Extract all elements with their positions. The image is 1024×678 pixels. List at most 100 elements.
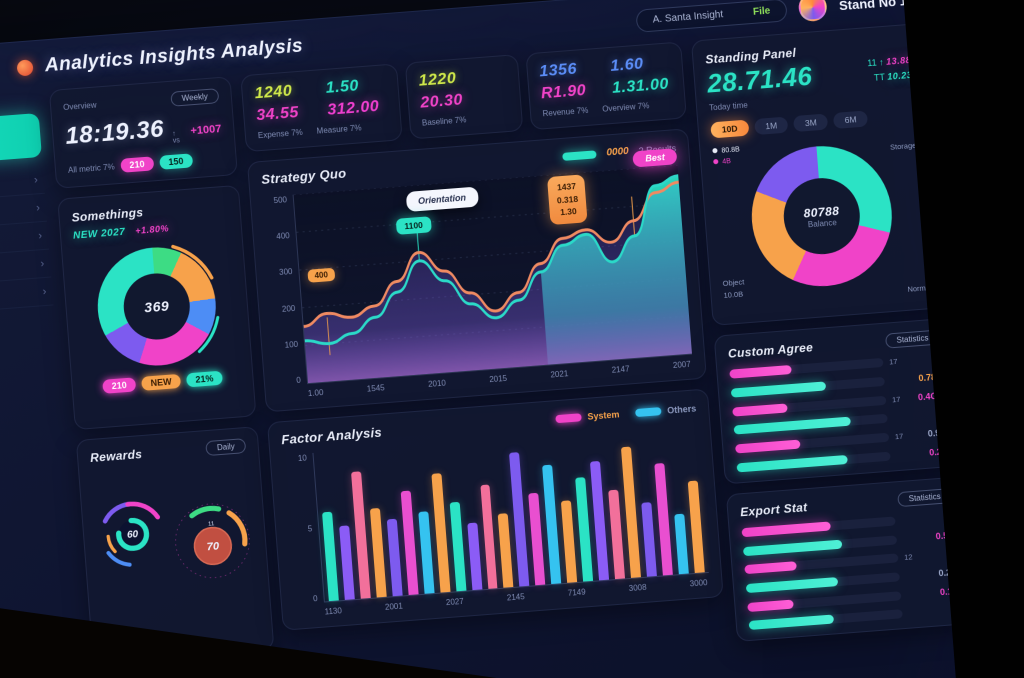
custom-title: Custom Agree xyxy=(727,339,814,361)
standing-donut-chart: 80.8B 4B 80788 Balance Storage n. Normal … xyxy=(712,130,936,314)
kpi-value: 1.31.00 xyxy=(611,75,670,97)
factor-chart-panel: Factor Analysis System Others 10 5 0 1130 20… xyxy=(266,388,724,631)
legend-item: Others xyxy=(634,402,697,418)
axis-tick: 10 xyxy=(297,453,308,464)
progress-fill xyxy=(742,539,842,556)
legend-swatch xyxy=(562,149,597,161)
progress-fill xyxy=(735,439,801,453)
gauge-right-tick: 11 xyxy=(208,521,215,527)
factor-title: Factor Analysis xyxy=(280,424,383,448)
bar xyxy=(528,492,546,586)
kpi-label: Expense 7% xyxy=(257,127,304,141)
kpi-title: Overview xyxy=(62,100,97,113)
progress-track xyxy=(735,432,890,453)
sidebar-active-tile[interactable] xyxy=(0,112,42,168)
legend-row: 4B xyxy=(713,155,741,168)
kpi-delta: +1007 xyxy=(190,123,222,138)
progress-note xyxy=(896,454,908,455)
legend-dot-icon xyxy=(713,159,719,165)
progress-note: 17 xyxy=(894,431,904,441)
search-action-button[interactable]: File xyxy=(752,5,771,18)
progress-note xyxy=(907,594,919,595)
kpi-value: 1356 xyxy=(538,60,578,81)
gauge-right-value: 70 xyxy=(206,540,220,553)
bar xyxy=(418,511,435,594)
range-pill-6M[interactable]: 6M xyxy=(833,110,869,129)
bar-chart xyxy=(312,423,709,603)
bar xyxy=(608,489,626,580)
progress-fill xyxy=(744,561,798,575)
axis-tick: 200 xyxy=(281,303,296,314)
kpi-badge-button[interactable]: Weekly xyxy=(170,88,220,107)
line-chart-svg xyxy=(293,165,692,384)
kpi-value: 1.50 xyxy=(325,77,360,97)
somethings-stat2: +1.80% xyxy=(134,223,170,236)
progress-note xyxy=(906,575,918,576)
sidebar-section-label: Account xyxy=(0,95,38,114)
sidebar-item-reports[interactable]: Reports› xyxy=(0,277,54,316)
search-placeholder: A. Santa Insight xyxy=(652,8,724,26)
rewards-title: Rewards xyxy=(89,446,143,465)
kpi-value: 1220 xyxy=(418,69,457,90)
legend-value: 0000 xyxy=(606,145,630,159)
stat-key: TT xyxy=(873,72,886,84)
axis-tick: 2015 xyxy=(488,373,508,385)
legend-label: Others xyxy=(666,402,697,416)
dashboard-screen: Analytics Insights Analysis A. Santa Ins… xyxy=(0,0,998,678)
search-input[interactable]: A. Santa Insight File xyxy=(634,0,789,33)
progress-fill xyxy=(741,521,832,538)
custom-panel: Custom Agree Statistics 17 0.78B 17 0.4GB 17… xyxy=(713,317,963,485)
legend-swatch xyxy=(634,406,662,417)
legend-label: System xyxy=(587,408,620,422)
axis-tick: 300 xyxy=(278,267,293,278)
avatar[interactable] xyxy=(798,0,829,23)
chevron-right-icon: › xyxy=(37,229,43,242)
kpi-value: 312.00 xyxy=(326,97,380,119)
bar xyxy=(449,501,467,592)
axis-tick: 500 xyxy=(273,195,288,206)
rewards-gauges: 60 11 70 xyxy=(91,457,258,619)
kpi-label: Measure 7% xyxy=(316,123,362,136)
chevron-right-icon: › xyxy=(42,285,47,298)
chevron-right-icon: › xyxy=(40,257,45,270)
axis-tick: 7149 xyxy=(567,587,586,598)
tooltip-row: 1.30 xyxy=(559,206,578,218)
bar xyxy=(561,500,578,583)
export-progress-list: 0.5B120.2B0.1B xyxy=(741,512,960,630)
factor-legend: System Others xyxy=(555,402,697,424)
bar xyxy=(322,511,339,602)
decorative-arcs xyxy=(93,242,221,371)
somethings-stat1: NEW 2027 xyxy=(72,226,126,242)
progress-track xyxy=(736,451,891,472)
gauge-right: 11 70 xyxy=(175,503,250,579)
progress-note xyxy=(891,379,903,380)
header-spacer xyxy=(315,22,624,46)
kpi-label: Baseline 7% xyxy=(421,115,467,128)
axis-tick: 100 xyxy=(284,339,299,350)
best-badge: Best xyxy=(632,148,678,168)
axis-tick: 5 xyxy=(307,523,313,534)
left-column: Overview Weekly 18:19.36 ↑ vs +1007 All … xyxy=(48,76,277,678)
chevron-right-icon: › xyxy=(33,173,39,187)
bar xyxy=(350,471,371,599)
range-pill-1M[interactable]: 1M xyxy=(753,116,789,136)
axis-tick: 400 xyxy=(276,231,291,242)
axis-tick: 2001 xyxy=(384,601,404,612)
progress-track xyxy=(732,395,887,417)
somethings-card: Somethings NEW 2027 +1.80% 369 xyxy=(57,184,257,431)
range-pill-10D[interactable]: 10D xyxy=(710,119,749,139)
axis-tick: 1.00 xyxy=(307,387,324,399)
kpi-value: 20.30 xyxy=(419,91,464,112)
progress-fill xyxy=(736,454,848,472)
strategy-title: Strategy Quo xyxy=(260,165,347,188)
progress-fill xyxy=(732,402,789,417)
axis-tick: 0 xyxy=(312,594,318,604)
rewards-badge-button[interactable]: Daily xyxy=(205,438,247,457)
bar xyxy=(674,514,689,575)
legend-text: 80.8B xyxy=(721,146,741,155)
tooltip-detail: 1437 0.318 1.30 xyxy=(547,174,588,226)
range-pill-3M[interactable]: 3M xyxy=(793,113,829,133)
bar xyxy=(590,460,610,581)
